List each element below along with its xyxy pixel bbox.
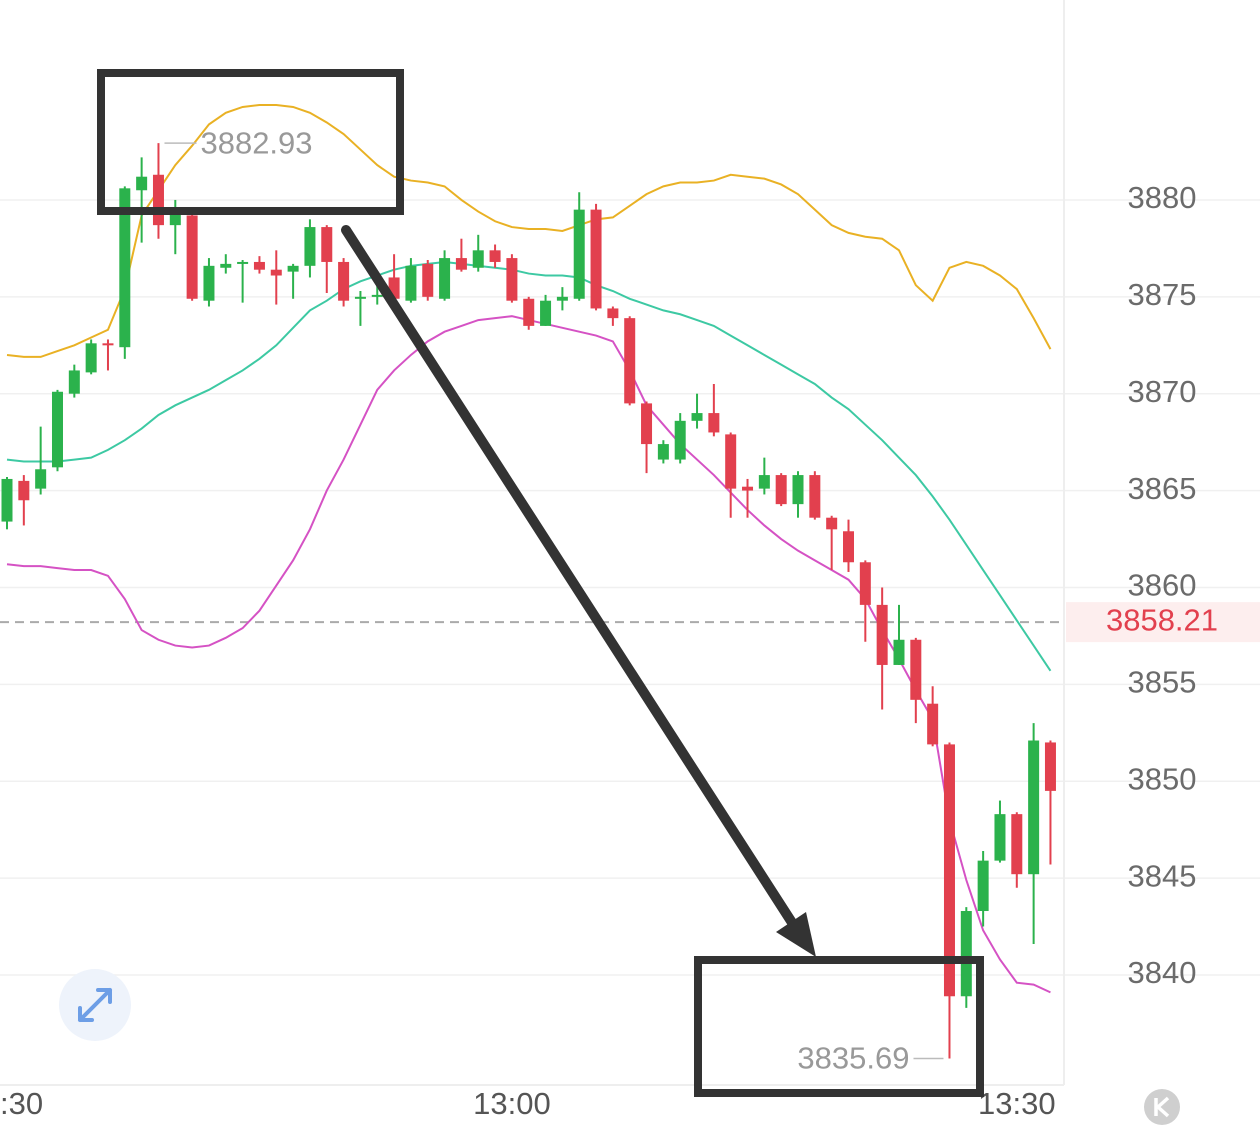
candle-body [657, 444, 669, 460]
candle-body [102, 343, 114, 346]
candle-body [607, 308, 619, 319]
high-label: 3882.93 [200, 125, 312, 160]
candle-body [977, 860, 989, 912]
expand-button[interactable] [59, 969, 131, 1041]
candle-body [943, 744, 955, 997]
candle-body [455, 258, 467, 270]
candle-body [169, 209, 181, 226]
candle-body [119, 188, 131, 348]
candle-body [371, 294, 383, 297]
arrow-shaft [341, 225, 805, 940]
candle-body [994, 814, 1006, 861]
candle-body [287, 265, 299, 272]
candle-body [220, 263, 232, 268]
candle-body [237, 261, 249, 264]
candle-body [708, 413, 720, 433]
candle-body [1044, 742, 1056, 791]
candle-body [136, 176, 148, 191]
y-tick-label: 3845 [1128, 858, 1197, 893]
y-tick-label: 3850 [1128, 761, 1197, 796]
candle-body [809, 475, 821, 518]
highlight-box [97, 69, 404, 215]
candle-body [910, 639, 922, 700]
y-tick-label: 3860 [1128, 568, 1197, 603]
candle-body [1011, 814, 1023, 875]
low-label: 3835.69 [797, 1041, 909, 1076]
candle-body [186, 215, 198, 299]
candle-body [960, 911, 972, 997]
x-tick-label: 13:30 [978, 1086, 1056, 1121]
candle-body [422, 263, 434, 297]
candle-body [338, 261, 350, 301]
x-tick-label: :30 [0, 1086, 43, 1121]
band-line [6, 260, 1052, 672]
candle-body [270, 269, 282, 276]
candle-body [388, 277, 400, 299]
candle-body [18, 480, 30, 501]
candle-body [304, 227, 316, 266]
candle-body [1, 478, 13, 522]
kline-button[interactable] [1144, 1089, 1180, 1125]
labels: 3840 3845 3850 3855 3860 3865 3870 3875 3880 :30 1… [0, 125, 1260, 1121]
candle-body [85, 343, 97, 373]
candle-body [893, 639, 905, 665]
candle-body [152, 174, 164, 226]
y-tick-label: 3870 [1128, 374, 1197, 409]
candle-body [1028, 740, 1040, 875]
candle-body [876, 604, 888, 665]
candle-body [556, 296, 568, 301]
candle-body [540, 300, 552, 326]
candle-body [506, 258, 518, 301]
y-tick-label: 3875 [1128, 277, 1197, 312]
candle-body [775, 475, 787, 505]
candle-body [203, 265, 215, 301]
candle-body [253, 261, 265, 270]
candle-body [927, 703, 939, 745]
candle-body [51, 391, 63, 468]
y-tick-label: 3865 [1128, 471, 1197, 506]
candle-body [758, 475, 770, 489]
candle-body [354, 296, 366, 299]
y-tick-label: 3855 [1128, 665, 1197, 700]
candle-body [624, 318, 636, 404]
x-tick-label: 13:00 [473, 1086, 551, 1121]
candle-body [68, 370, 80, 394]
y-tick-label: 3840 [1128, 955, 1197, 990]
candle-body [725, 434, 737, 489]
candle-body [573, 209, 585, 299]
candle-body [843, 531, 854, 563]
candle-body [35, 469, 47, 489]
candle-body [792, 475, 804, 505]
candle-body [489, 250, 501, 262]
candle-body [826, 517, 838, 530]
candle-body [691, 413, 703, 421]
candle-body [641, 403, 653, 445]
candle-body [859, 562, 871, 605]
candle-body [742, 486, 754, 491]
candle-body [472, 250, 484, 268]
candle-body [674, 420, 686, 460]
candle-body [405, 265, 417, 301]
band-line [6, 104, 1052, 358]
candle-body [321, 227, 333, 262]
grid [0, 199, 1260, 976]
candle-body [439, 258, 451, 299]
highlight-box [694, 956, 984, 1097]
last-price-badge [1066, 602, 1260, 643]
candle-body [523, 298, 535, 326]
candle-body [590, 209, 602, 309]
last-price-label: 3858.21 [1106, 602, 1218, 637]
candles [1, 143, 1056, 1059]
y-tick-label: 3880 [1128, 180, 1197, 215]
arrow-head [776, 912, 816, 957]
